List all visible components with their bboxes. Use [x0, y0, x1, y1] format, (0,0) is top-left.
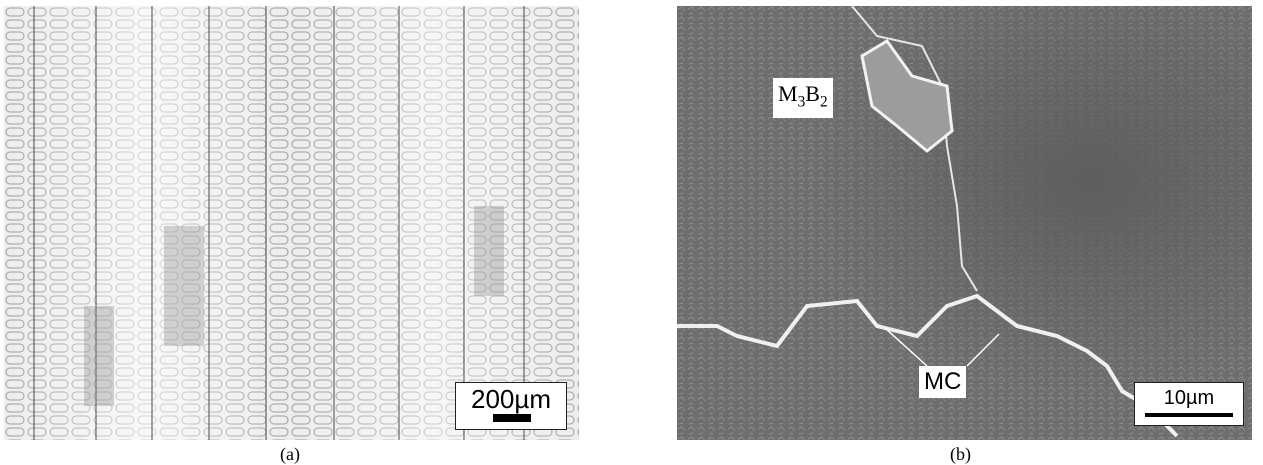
- scale-bar-a: 200µm: [455, 382, 567, 430]
- dendrite-texture: [4, 6, 579, 440]
- scale-bar-line: [493, 414, 531, 422]
- m3b2-label-text: M3B2: [778, 81, 828, 111]
- panel-a-caption: (a): [280, 444, 300, 464]
- scale-bar-line: [1145, 413, 1233, 417]
- m3b2-phase-label: M3B2: [773, 78, 833, 119]
- optical-micrograph-panel: 200µm: [4, 6, 579, 440]
- scale-bar-label: 200µm: [470, 384, 552, 414]
- mc-phase-label: MC: [919, 366, 967, 398]
- panel-b-caption: (b): [950, 444, 971, 464]
- sem-micrograph-panel: M3B2 MC 10µm: [677, 6, 1252, 440]
- scale-bar-b: 10µm: [1134, 382, 1244, 426]
- scale-bar-label: 10µm: [1163, 387, 1215, 409]
- mc-label-text: MC: [924, 368, 962, 395]
- sem-texture: [677, 6, 1252, 440]
